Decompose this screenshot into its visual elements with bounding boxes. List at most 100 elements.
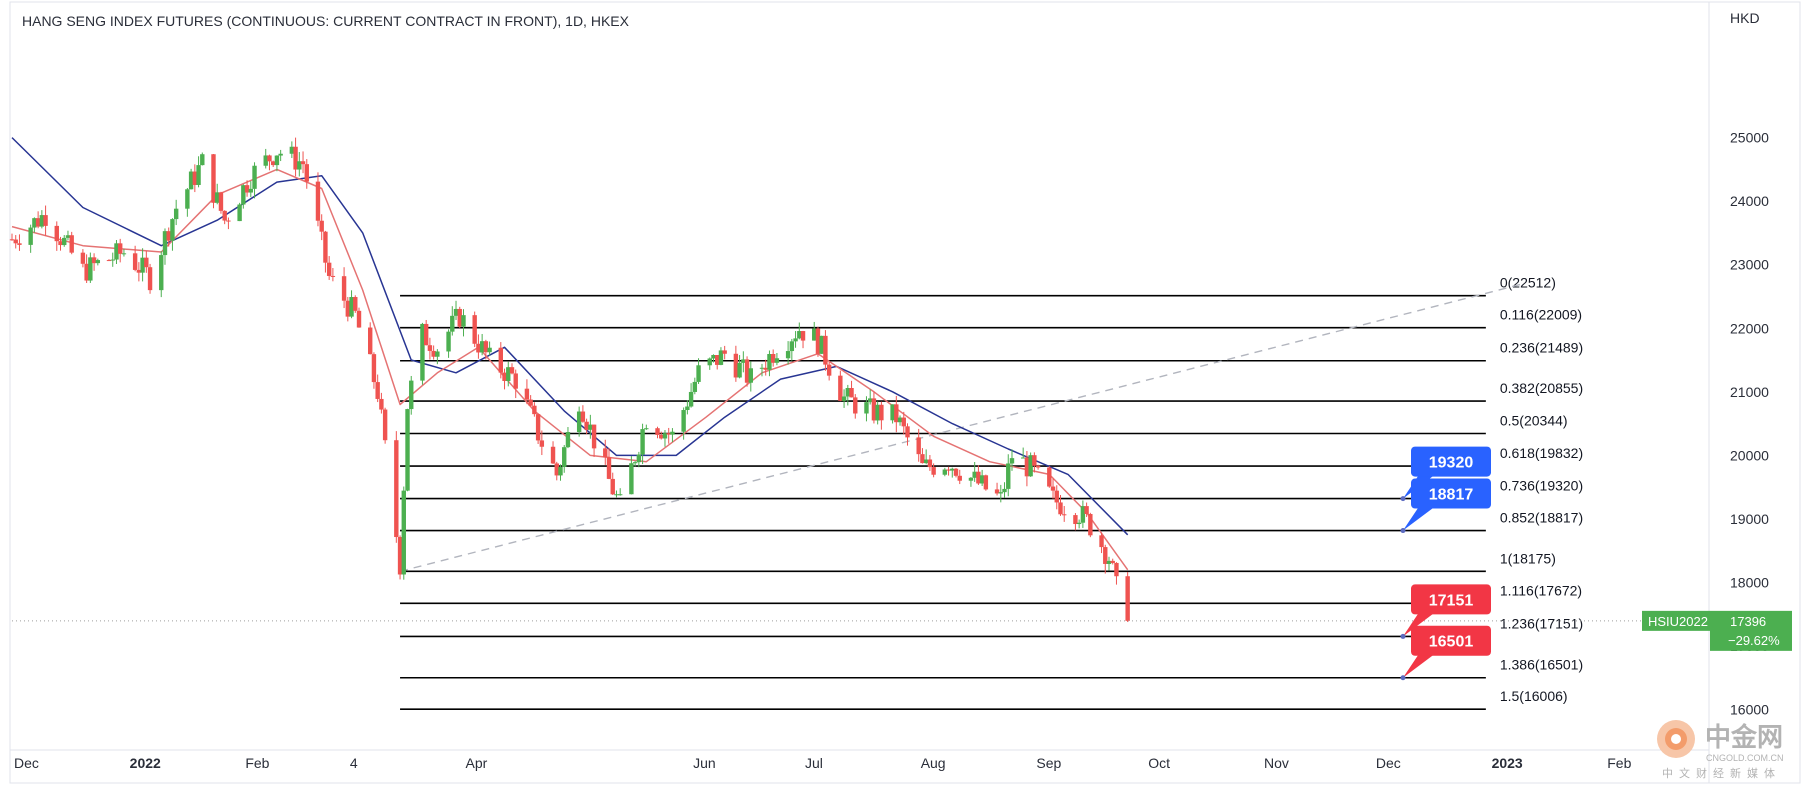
candle-body: [58, 241, 63, 246]
candle-body: [349, 297, 354, 317]
candle-body: [252, 165, 257, 189]
candle-body: [132, 253, 138, 270]
candle-body: [606, 457, 612, 479]
fib-level-label: 0.382(20855): [1500, 380, 1583, 396]
candle-body: [188, 171, 194, 190]
candle-body: [435, 351, 440, 357]
candle-body: [159, 255, 164, 291]
candle-body: [979, 475, 985, 484]
candle-body: [916, 437, 921, 455]
candle-body: [659, 434, 664, 439]
callout-value: 19320: [1429, 455, 1474, 472]
fib-level-label: 1.386(16501): [1500, 657, 1583, 673]
fibonacci-extension[interactable]: 0(22512) 0.116(22009) 0.236(21489) 0.382(20…: [400, 275, 1583, 710]
fib-level-label: 0.736(19320): [1500, 478, 1583, 494]
candle-body: [479, 341, 485, 353]
candle-body: [539, 440, 545, 447]
candle-body: [554, 463, 559, 476]
symbol-tag-bg: [1642, 610, 1710, 631]
candle-body: [819, 335, 824, 354]
candle-body: [162, 231, 168, 256]
y-tick-label: 22000: [1730, 320, 1769, 336]
candle-body: [1009, 458, 1015, 464]
x-tick-label: 2022: [130, 755, 161, 771]
candle-body: [1054, 490, 1059, 503]
candle-body: [200, 154, 205, 166]
candle-body: [681, 410, 686, 432]
candle-body: [315, 181, 321, 221]
price-callouts[interactable]: 19320 18817 17151 16501: [1400, 446, 1492, 681]
candle-body: [431, 350, 436, 357]
candle-body: [901, 417, 906, 427]
time-axis[interactable]: Dec 2022 Feb 4 Apr Jun Jul Aug Sep Oct Nov Dec 2023 F…: [14, 755, 1632, 771]
candle-body: [241, 185, 246, 205]
candle-body: [1073, 515, 1078, 525]
candle-body: [707, 358, 712, 366]
candle-body: [841, 396, 847, 401]
candle-body: [897, 417, 903, 423]
candle-body: [300, 161, 306, 165]
candle-body: [614, 494, 619, 496]
candle-body: [371, 354, 377, 383]
candle-body: [972, 471, 977, 478]
x-tick-label: Feb: [245, 755, 269, 771]
candle-body: [394, 440, 399, 538]
candle-body: [121, 253, 127, 255]
candle-body: [789, 341, 795, 352]
candle-body: [65, 235, 71, 238]
candle-body: [506, 367, 511, 381]
candle-body: [297, 161, 302, 170]
callout-anchor: [1400, 675, 1406, 681]
candle-body: [565, 432, 571, 448]
candle-body: [215, 192, 220, 203]
candle-body: [330, 275, 336, 277]
candle-body: [774, 358, 780, 363]
candle-body: [453, 308, 459, 316]
candle-body: [211, 154, 216, 203]
candle-body: [9, 239, 15, 241]
candle-body: [144, 257, 149, 268]
candle-body: [920, 454, 925, 464]
candle-body: [845, 388, 851, 397]
candle-body: [692, 381, 698, 392]
candle-body: [472, 315, 477, 344]
candle-body: [1106, 560, 1112, 564]
watermark-brand: 中金网: [1705, 722, 1783, 752]
candle-body: [748, 368, 753, 383]
candle-body: [1024, 457, 1030, 477]
candle-body: [1099, 535, 1104, 548]
candle-body: [864, 402, 869, 414]
candle-body: [744, 359, 750, 383]
candle-body: [401, 490, 406, 575]
currency-label: HKD: [1730, 10, 1760, 26]
callout-box: [1411, 478, 1491, 509]
current-price-tag: HSIU2022 17396 −29.62%: [1642, 610, 1792, 651]
candle-body: [524, 388, 530, 400]
fib-level-label: 0.618(19832): [1500, 445, 1583, 461]
candle-body: [17, 243, 22, 245]
x-tick-label: Aug: [921, 755, 946, 771]
candle-body: [1088, 514, 1093, 536]
candle-body: [54, 225, 59, 242]
candle-body: [267, 155, 272, 162]
x-tick-label: Jun: [693, 755, 716, 771]
chart-title: HANG SENG INDEX FUTURES (CONTINUOUS: CUR…: [22, 13, 630, 29]
candle-body: [1020, 457, 1026, 459]
candle-body: [733, 353, 739, 378]
candle-body: [696, 365, 701, 382]
candle-body: [640, 429, 645, 455]
x-tick-label: Jul: [805, 755, 823, 771]
candle-body: [957, 475, 962, 481]
candle-body: [423, 323, 429, 346]
candle-body: [1006, 463, 1011, 489]
candle-body: [853, 397, 858, 414]
candle-body: [1062, 514, 1067, 516]
candle-body: [498, 347, 503, 373]
candle-body: [39, 215, 45, 227]
candle-body: [580, 411, 586, 422]
fib-level-label: 1.116(17672): [1500, 582, 1582, 598]
candle-body: [1028, 455, 1033, 477]
candle-body: [617, 494, 623, 496]
candle-body: [450, 315, 455, 332]
